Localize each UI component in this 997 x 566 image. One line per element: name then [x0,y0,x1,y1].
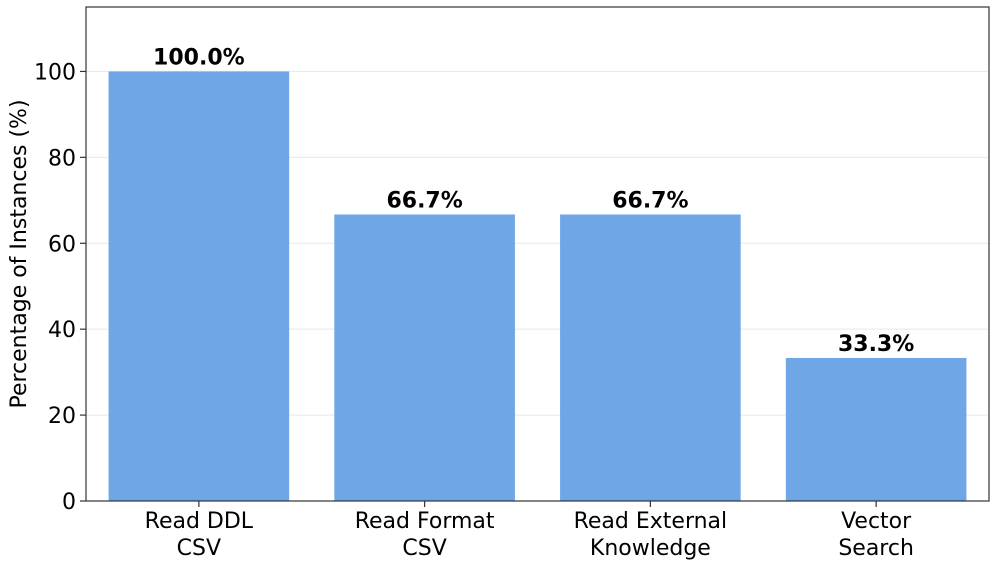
y-tick-label: 0 [62,490,76,515]
x-tick-label: Read Format CSV [355,509,495,561]
data-label: 100.0% [153,45,245,70]
data-label: 33.3% [838,332,914,357]
x-tick-label: Read DDL CSV [145,509,254,561]
x-tick-label: Vector Search [838,509,914,561]
data-label: 66.7% [612,188,688,213]
bar [560,214,741,502]
y-tick-label: 100 [34,60,76,85]
data-labels: 100.0% 66.7% 66.7% 33.3% [153,45,914,357]
bar [785,357,967,501]
y-tick-label: 40 [48,318,76,343]
y-tick-label: 80 [48,146,76,171]
bar [334,214,515,502]
y-tick-label: 60 [48,232,76,257]
bars [108,71,967,502]
y-axis-label: Percentage of Instances (%) [7,99,32,408]
bar [108,71,290,501]
plot-frame [85,6,990,502]
x-tick-label: Read External Knowledge [574,509,728,561]
x-axis-ticks: Read DDL CSV Read Format CSV Read External Kn… [145,501,914,561]
data-label: 66.7% [386,188,462,213]
y-axis-ticks: 0 20 40 60 80 100 [34,60,86,515]
y-tick-label: 20 [48,404,76,429]
